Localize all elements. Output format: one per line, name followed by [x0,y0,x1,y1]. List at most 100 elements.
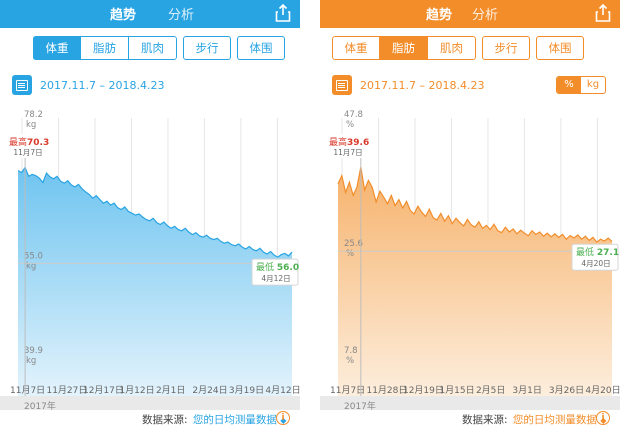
y-tick-unit: % [346,356,354,366]
top-bar: 趋势 分析 [320,0,620,28]
max-date: 11月7日 [13,148,42,157]
x-tick-label: 2月1日 [156,385,185,396]
max-date: 11月7日 [333,148,362,157]
share-icon[interactable] [275,4,291,22]
y-tick-unit: % [346,249,354,259]
data-source-label: 数据来源: [462,414,508,426]
tab-steps[interactable]: 步行 [482,36,530,60]
tab-fat[interactable]: 脂肪 [380,36,428,60]
date-range-row[interactable]: 2017.11.7 – 2018.4.23 [332,74,484,96]
y-tick-label: 39.9 [24,346,43,356]
series-line [337,167,613,244]
min-value-prefix: 最低 [576,246,597,258]
min-value-text: 最低 56.0 [256,261,299,273]
area-fill [338,167,612,396]
x-tick-label: 3月1日 [512,385,541,396]
tab-muscle[interactable]: 肌肉 [428,36,476,60]
y-tick-unit: kg [26,120,36,130]
date-range-row[interactable]: 2017.11.7 – 2018.4.23 [12,74,164,96]
min-value: 56.0 [277,263,299,273]
y-tick-label: 78.2 [24,110,43,120]
x-tick-label: 3月26日 [549,385,584,396]
metric-tabs: 体重 脂肪 肌肉 步行 体围 [332,36,584,60]
min-date: 4月20日 [581,259,610,268]
year-label: 2017年 [344,402,376,412]
tab-analysis[interactable]: 分析 [168,8,195,23]
data-source-select[interactable]: 您的日均测量数据 [512,414,597,426]
max-value-prefix: 最高 [329,136,347,148]
unit-toggle: % kg [556,76,606,94]
tab-steps[interactable]: 步行 [183,36,231,60]
date-range: 2017.11.7 – 2018.4.23 [40,78,165,92]
calendar-icon[interactable] [12,75,32,95]
x-tick-label: 11月7日 [330,385,365,396]
y-tick-unit: % [346,120,354,130]
metric-tabs: 体重 脂肪 肌肉 步行 体围 [33,36,285,60]
x-tick-label: 11月28日 [366,385,407,396]
calendar-icon[interactable] [332,75,352,95]
data-source-label: 数据来源: [142,414,188,426]
x-tick-label: 1月12日 [119,385,154,396]
min-value-prefix: 最低 [256,261,277,273]
min-date: 4月12日 [261,274,290,283]
x-tick-label: 2月5日 [476,385,505,396]
info-icon[interactable]: i [596,411,610,425]
y-tick-label: 47.8 [344,110,363,120]
max-label-bg [7,134,49,158]
tab-fat[interactable]: 脂肪 [81,36,129,60]
data-source: 数据来源: 您的日均测量数据 ◆ [142,412,286,427]
year-label: 2017年 [24,402,56,412]
x-axis-bar [320,396,620,410]
tab-trend[interactable]: 趋势 [426,8,453,23]
tab-analysis[interactable]: 分析 [472,8,499,23]
x-tick-label: 4月12日 [265,385,300,396]
unit-kg[interactable]: kg [586,79,600,90]
unit-percent[interactable]: % [557,77,581,93]
min-label-bg [251,258,299,286]
data-source-select[interactable]: 您的日均测量数据 [192,414,277,426]
max-value: 39.6 [347,138,369,148]
share-icon[interactable] [595,4,611,22]
x-axis-bar [0,396,300,410]
x-tick-label: 11月7日 [10,385,45,396]
max-value: 70.3 [27,138,49,148]
y-tick-label: 7.8 [344,346,358,356]
min-value-text: 最低 27.1 [576,246,619,258]
data-source: 数据来源: 您的日均测量数据 ◆ [462,412,606,427]
tab-girth[interactable]: 体围 [237,36,285,60]
weight-panel: 趋势 分析 体重 脂肪 肌肉 步行 体围 2017.11.7 – 2018.4.… [0,0,300,436]
max-value-prefix: 最高 [9,136,27,148]
min-label-bg [571,243,619,271]
fat-panel: 趋势 分析 体重 脂肪 肌肉 步行 体围 2017.11.7 – 2018.4.… [320,0,620,436]
tab-girth[interactable]: 体围 [536,36,584,60]
max-label-bg [327,134,369,158]
x-tick-label: 1月15日 [439,385,474,396]
x-tick-label: 11月27日 [46,385,87,396]
tab-weight[interactable]: 体重 [33,36,81,60]
tab-weight[interactable]: 体重 [332,36,380,60]
max-value-text: 最高70.3 [9,136,49,148]
y-tick-unit: kg [26,356,36,366]
top-bar: 趋势 分析 [0,0,300,28]
min-value: 27.1 [597,248,619,258]
date-range: 2017.11.7 – 2018.4.23 [360,78,485,92]
area-fill [18,167,292,396]
y-tick-unit: kg [26,261,36,271]
y-tick-label: 55.0 [24,251,43,261]
series-line [17,166,293,258]
x-tick-label: 2月24日 [192,385,227,396]
x-tick-label: 12月17日 [83,385,124,396]
tab-muscle[interactable]: 肌肉 [129,36,177,60]
x-tick-label: 3月19日 [229,385,264,396]
max-value-text: 最高39.6 [329,136,369,148]
x-tick-label: 4月20日 [585,385,620,396]
info-icon[interactable]: i [276,411,290,425]
tab-trend[interactable]: 趋势 [110,8,137,23]
y-tick-label: 25.6 [344,239,363,249]
